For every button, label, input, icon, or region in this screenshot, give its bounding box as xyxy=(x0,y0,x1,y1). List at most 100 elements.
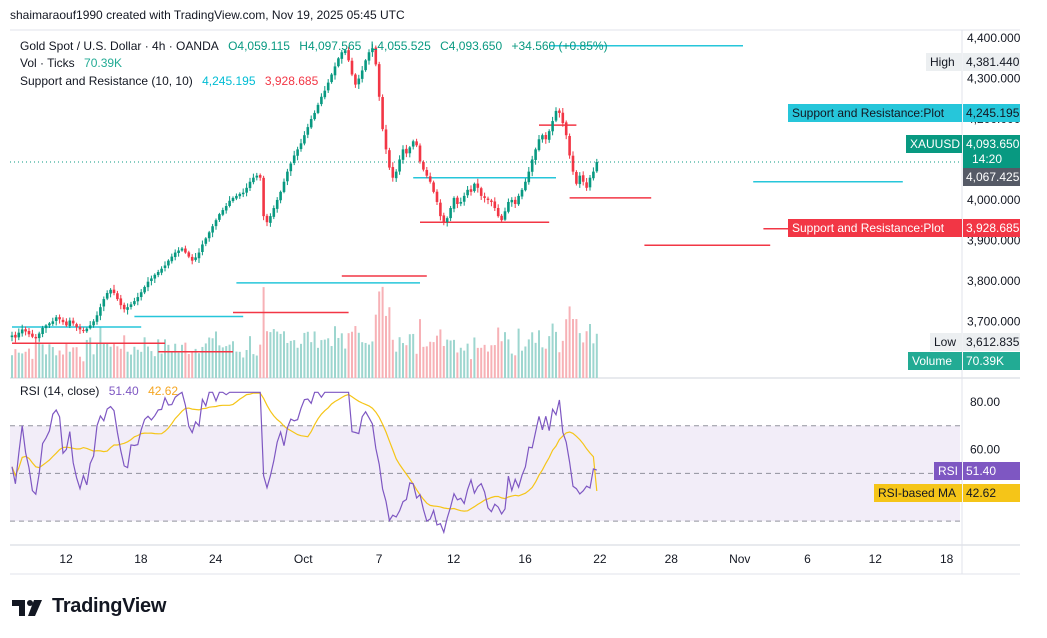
volume-bar xyxy=(381,286,384,378)
volume-bar xyxy=(368,344,370,378)
sr-label[interactable]: Support and Resistance (10, 10) xyxy=(20,74,193,88)
volume-bar xyxy=(555,331,557,378)
candle xyxy=(218,214,221,220)
candle xyxy=(255,175,259,178)
volume-bar xyxy=(255,355,258,378)
candle xyxy=(116,293,119,300)
volume-bar xyxy=(493,345,496,378)
volume-bar xyxy=(140,351,143,378)
candle xyxy=(534,149,537,160)
volume-bar xyxy=(34,343,37,378)
candle xyxy=(41,327,44,335)
candle xyxy=(435,191,439,202)
rsi-ma-value: 42.62 xyxy=(148,384,179,398)
candle xyxy=(238,193,242,197)
candle xyxy=(133,301,136,305)
volume-marker-value: 70.39K xyxy=(966,354,1004,368)
candle xyxy=(27,331,31,335)
candle xyxy=(343,50,347,54)
volume-bar xyxy=(578,333,581,378)
ohlc-open-label: O xyxy=(228,39,238,53)
candle xyxy=(296,149,299,156)
candle xyxy=(14,334,17,338)
volume-value: 70.39K xyxy=(84,56,123,70)
volume-bar xyxy=(96,342,98,378)
candle xyxy=(224,206,228,211)
candle xyxy=(493,201,497,209)
volume-bar xyxy=(276,331,279,378)
volume-bar xyxy=(24,351,27,378)
candle xyxy=(592,171,595,179)
candle xyxy=(95,315,99,322)
rsi-label[interactable]: RSI (14, close) xyxy=(20,384,100,398)
last-price-marker-value: 4,093.650 xyxy=(966,137,1020,151)
volume-bar xyxy=(439,329,442,378)
candle xyxy=(432,182,435,192)
volume-bar xyxy=(116,346,119,378)
volume-bar xyxy=(85,339,88,378)
volume-bar xyxy=(136,349,139,378)
volume-bar xyxy=(500,341,503,378)
candle xyxy=(136,297,140,302)
rsi-marker-bg xyxy=(963,462,1020,480)
volume-bar xyxy=(398,337,401,378)
candle xyxy=(466,189,469,196)
tradingview-logo-text: TradingView xyxy=(52,595,167,617)
volume-bar xyxy=(65,344,68,378)
candle xyxy=(252,177,255,183)
volume-bar xyxy=(361,342,364,378)
volume-bar xyxy=(310,342,313,378)
candle xyxy=(34,336,38,339)
candle xyxy=(326,82,330,91)
volume-bar xyxy=(490,345,493,378)
candle xyxy=(235,195,238,199)
volume-bar xyxy=(480,347,483,378)
candle xyxy=(282,181,286,192)
volume-bar xyxy=(153,356,156,378)
candle xyxy=(156,271,160,276)
candle xyxy=(479,188,483,196)
price-tick-label: 4,000.000 xyxy=(967,193,1021,207)
symbol-legend: Gold Spot / U.S. Dollar · 4h · OANDA O4,… xyxy=(20,39,608,53)
candle xyxy=(483,196,486,198)
ohlc-high-label: H xyxy=(299,39,308,53)
volume-bar xyxy=(167,344,170,378)
candle xyxy=(490,200,493,202)
symbol-name[interactable]: Gold Spot / U.S. Dollar · 4h · OANDA xyxy=(20,39,219,53)
volume-bar xyxy=(113,344,115,378)
candle xyxy=(588,177,592,188)
tradingview-logo[interactable]: TradingView xyxy=(12,595,166,618)
volume-bar xyxy=(232,341,234,378)
volume-bar xyxy=(133,346,136,378)
candle xyxy=(109,289,112,294)
candle xyxy=(405,148,408,154)
candle xyxy=(333,66,337,76)
candle xyxy=(190,256,194,261)
candle xyxy=(92,321,95,326)
volume-legend: Vol · Ticks 70.39K xyxy=(20,56,122,70)
volume-bar xyxy=(249,336,251,378)
volume-bar xyxy=(473,337,476,378)
volume-bar xyxy=(330,346,333,378)
volume-label[interactable]: Vol · Ticks xyxy=(20,56,75,70)
candle xyxy=(231,197,235,202)
volume-bar xyxy=(371,341,374,378)
candle xyxy=(170,256,174,262)
volume-bar xyxy=(191,352,194,378)
candle xyxy=(112,289,116,294)
volume-bar xyxy=(449,340,452,378)
candle xyxy=(275,199,279,209)
volume-bar xyxy=(323,339,326,378)
volume-bar xyxy=(170,351,173,378)
volume-bar xyxy=(164,339,166,378)
candle xyxy=(486,198,490,200)
candle xyxy=(122,304,126,310)
candle xyxy=(381,97,384,130)
high-marker-bg xyxy=(963,53,1020,71)
volume-bar xyxy=(235,351,238,378)
volume-bar xyxy=(585,331,588,378)
volume-bar xyxy=(211,338,214,378)
high-marker-tag-label: High xyxy=(930,55,955,69)
volume-bar xyxy=(487,351,489,378)
